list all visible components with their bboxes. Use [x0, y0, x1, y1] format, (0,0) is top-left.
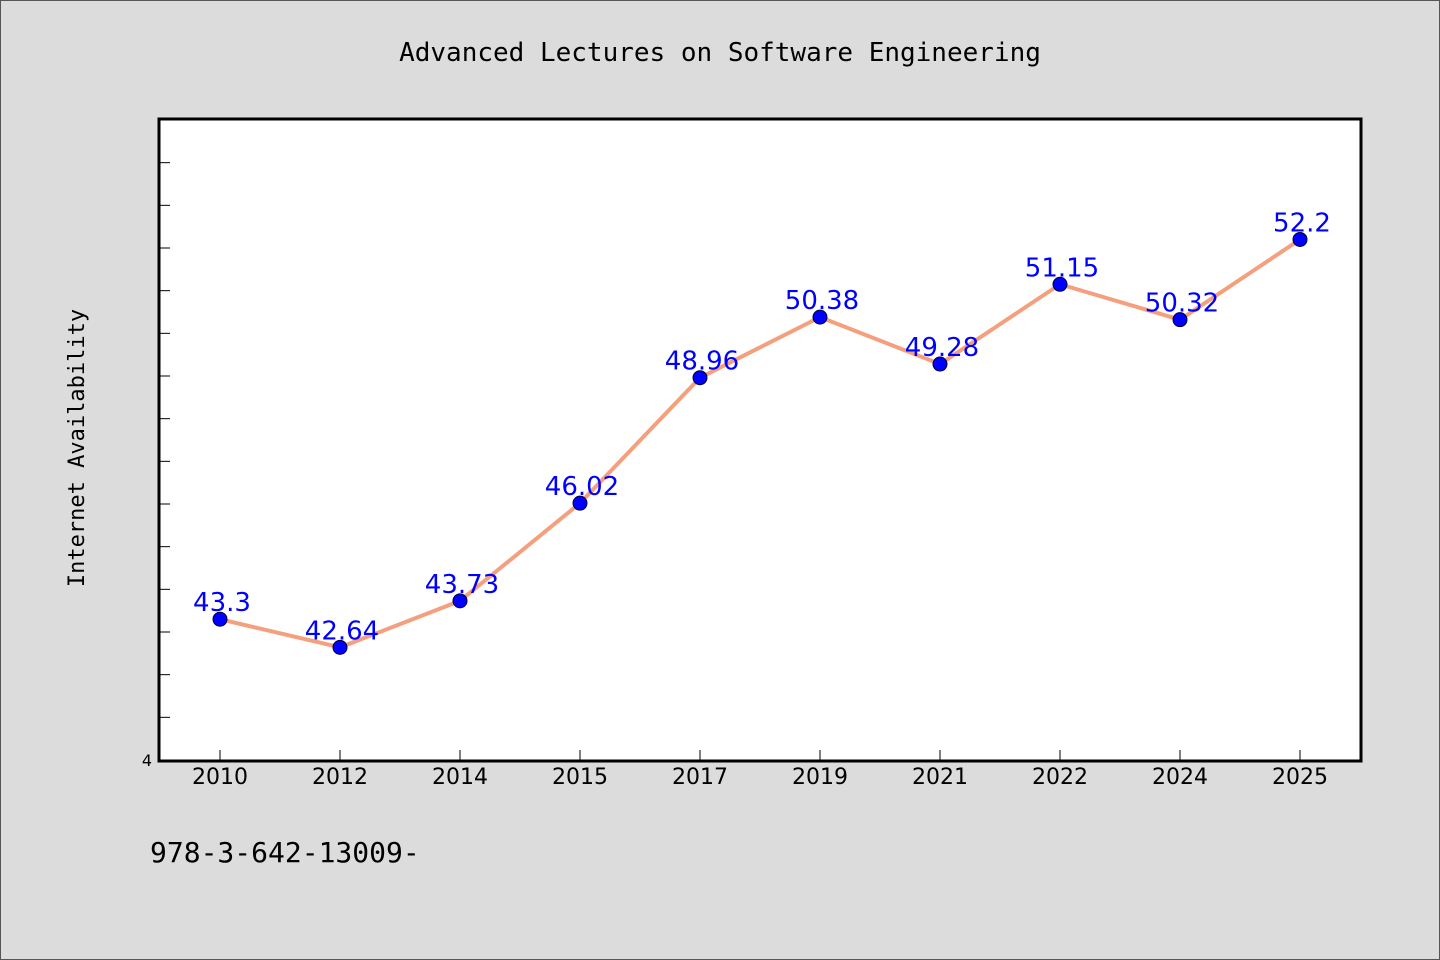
data-point — [1172, 312, 1188, 328]
data-label: 49.28 — [905, 333, 979, 363]
data-point — [1052, 276, 1068, 292]
x-tick-label: 2019 — [792, 765, 848, 790]
data-point — [452, 593, 468, 609]
data-label: 50.38 — [785, 286, 859, 316]
data-point — [812, 309, 828, 325]
data-label: 42.64 — [305, 616, 379, 646]
data-point — [332, 639, 348, 655]
y-axis-label: Internet Availability — [65, 309, 90, 587]
data-labels: 43.3 42.64 43.73 46.02 48.96 50.38 49.28 51.15 5… — [193, 208, 1331, 646]
plot-area — [157, 117, 1363, 763]
data-point — [692, 370, 708, 386]
data-point — [932, 356, 948, 372]
data-label: 51.15 — [1025, 253, 1099, 283]
y-axis-ticks: 4 — [142, 162, 170, 770]
x-tick-label: 2012 — [312, 765, 368, 790]
data-markers — [212, 231, 1308, 655]
x-tick-label: 2014 — [432, 765, 488, 790]
x-tick-label: 2010 — [192, 765, 248, 790]
footer-text: 978-3-642-13009- — [150, 836, 420, 869]
data-label: 46.02 — [545, 472, 619, 502]
data-point — [212, 611, 228, 627]
x-axis-ticks: 2010 2012 2014 2015 2017 2019 2021 2022 2024 2025 — [192, 750, 1328, 790]
data-label: 52.2 — [1273, 208, 1331, 238]
data-label: 43.3 — [193, 588, 251, 618]
y-tick-label: 4 — [142, 751, 152, 770]
data-label: 48.96 — [665, 347, 739, 377]
x-tick-label: 2021 — [912, 765, 968, 790]
x-tick-label: 2022 — [1032, 765, 1088, 790]
data-point — [572, 495, 588, 511]
data-point — [1292, 231, 1308, 247]
data-label: 43.73 — [425, 570, 499, 600]
series-line — [219, 237, 1302, 650]
x-tick-label: 2024 — [1152, 765, 1208, 790]
chart-title: Advanced Lectures on Software Engineerin… — [399, 38, 1041, 68]
x-tick-label: 2015 — [552, 765, 608, 790]
x-tick-label: 2025 — [1272, 765, 1328, 790]
data-label: 50.32 — [1145, 289, 1219, 319]
x-tick-label: 2017 — [672, 765, 728, 790]
